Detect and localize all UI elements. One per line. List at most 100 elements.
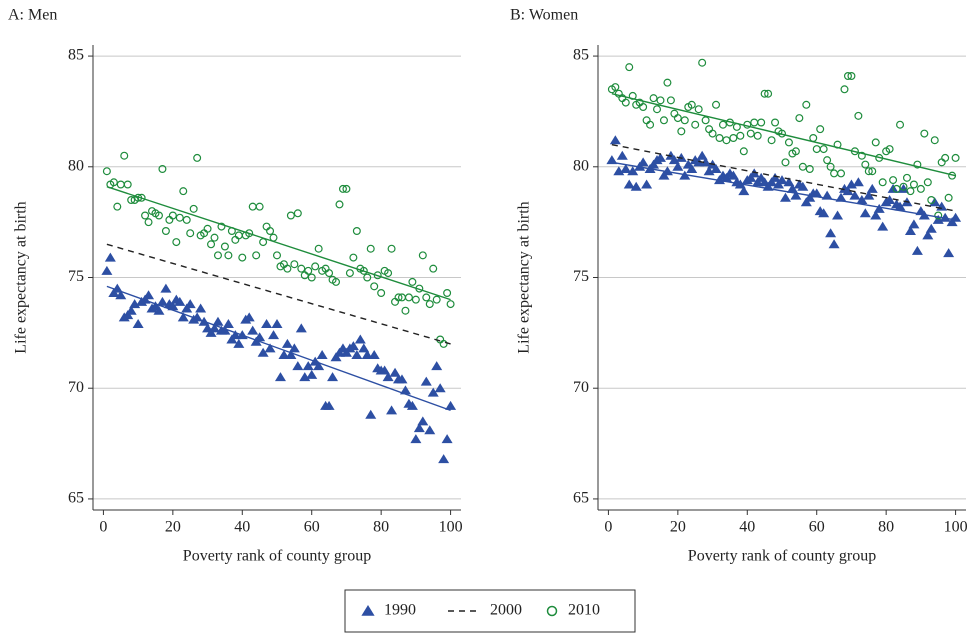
triangle-point [441, 434, 453, 444]
triangle-point [125, 305, 137, 315]
circle-point [715, 134, 724, 143]
x-tick-label: 80 [878, 519, 894, 536]
circle-point [826, 162, 835, 171]
triangle-point [174, 296, 186, 306]
circle-point [325, 269, 334, 278]
triangle-point [212, 316, 224, 326]
circle-point [951, 153, 960, 162]
circle-point [712, 100, 721, 109]
triangle-point [700, 157, 712, 167]
circle-point [165, 215, 174, 224]
circle-point [252, 251, 261, 260]
circle-point [193, 153, 202, 162]
y-tick-label: 65 [68, 490, 84, 507]
panel-title: A: Men [8, 7, 57, 24]
circle-point [335, 200, 344, 209]
triangle-point [399, 385, 411, 395]
triangle-point [389, 367, 401, 377]
triangle-point [420, 376, 432, 386]
circle-point [861, 160, 870, 169]
triangle-point [254, 332, 266, 342]
triangle-point [630, 181, 642, 191]
triangle-point [365, 409, 377, 419]
circle-point [639, 102, 648, 111]
triangle-point [209, 323, 221, 333]
triangle-point [434, 383, 446, 393]
triangle-point [811, 188, 823, 198]
circle-point [694, 105, 703, 114]
triangle-point [323, 400, 335, 410]
circle-point [805, 165, 814, 174]
triangle-point [153, 305, 165, 315]
triangle-point [261, 319, 273, 328]
triangle-point [776, 175, 788, 185]
circle-point [311, 262, 320, 271]
triangle-point [790, 190, 802, 200]
circle-point [819, 145, 828, 154]
circle-point [611, 83, 620, 92]
circle-point [273, 251, 282, 260]
y-tick-label: 70 [573, 379, 589, 396]
circle-point [934, 211, 943, 220]
triangle-point [354, 334, 366, 344]
circle-point [781, 158, 790, 167]
circle-point [401, 306, 410, 315]
triangle-point [222, 319, 234, 328]
legend-label: 2010 [568, 602, 600, 619]
circle-point [840, 85, 849, 94]
circle-point [659, 116, 668, 125]
circle-point [168, 211, 177, 220]
circle-point [739, 147, 748, 156]
circle-point [234, 231, 243, 240]
circle-point [843, 71, 852, 80]
triangle-point [295, 323, 307, 333]
triangle-point [818, 208, 830, 218]
triangle-point [347, 341, 359, 351]
circle-point [363, 273, 372, 282]
circle-point [172, 238, 181, 247]
triangle-point [306, 369, 318, 379]
circle-point [691, 120, 700, 129]
y-tick-label: 80 [68, 157, 84, 174]
circle-point [283, 264, 292, 273]
circle-point [920, 129, 929, 138]
circle-point [816, 125, 825, 134]
circle-point [927, 196, 936, 205]
circle-point [791, 147, 800, 156]
circle-point [391, 297, 400, 306]
triangle-point [922, 230, 934, 240]
triangle-point [111, 283, 123, 293]
y-tick-label: 85 [68, 47, 84, 64]
circle-point [179, 187, 188, 196]
x-tick-label: 0 [604, 519, 612, 536]
circle-point [847, 71, 856, 80]
circle-point [439, 339, 448, 348]
circle-point [837, 169, 846, 178]
circle-point [705, 125, 714, 134]
y-tick-label: 75 [68, 268, 84, 285]
triangle-point [167, 301, 179, 311]
triangle-point [379, 365, 391, 375]
circle-point [186, 229, 195, 238]
circle-point [753, 131, 762, 140]
circle-point [238, 253, 247, 262]
circle-point [621, 98, 630, 107]
triangle-point [696, 150, 708, 160]
circle-point [203, 224, 212, 233]
circle-point [210, 233, 219, 242]
triangle-point [859, 208, 871, 218]
circle-point [746, 129, 755, 138]
triangle-point [779, 192, 791, 202]
triangle-point [641, 179, 653, 189]
circle-point [896, 120, 905, 129]
circle-point [871, 138, 880, 147]
circle-point [127, 196, 136, 205]
triangle-point [115, 290, 127, 300]
x-tick-label: 100 [439, 519, 463, 536]
circle-point [680, 116, 689, 125]
triangle-point [661, 166, 673, 176]
circle-point [708, 129, 717, 138]
triangle-point [783, 177, 795, 187]
triangle-point [247, 325, 259, 335]
